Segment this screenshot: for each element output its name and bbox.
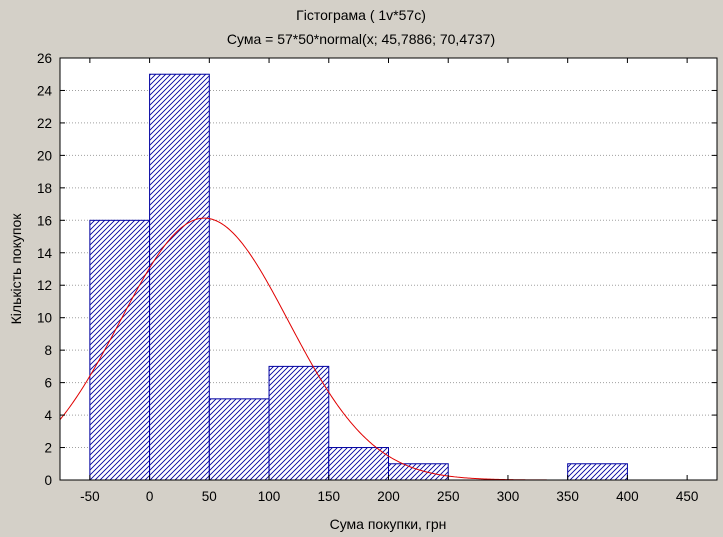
x-tick-label: 300 [497, 489, 520, 504]
y-tick-label: 8 [44, 343, 52, 358]
y-tick-label: 10 [37, 311, 52, 326]
histogram-bar [149, 73, 210, 481]
histogram-bar [567, 463, 628, 481]
normal-fit-curve [60, 217, 717, 480]
x-tick-label: 350 [556, 489, 579, 504]
histogram-bar [268, 365, 330, 481]
y-tick-label: 6 [44, 376, 52, 391]
chart-title: Гістограма ( 1v*57c) [296, 7, 426, 23]
y-tick-label: 18 [37, 181, 52, 196]
histogram-bar [328, 447, 390, 481]
y-tick-label: 26 [37, 51, 52, 66]
x-tick-label: 450 [676, 489, 699, 504]
y-tick-label: 12 [37, 278, 52, 293]
x-tick-label: 0 [146, 489, 154, 504]
y-tick-label: 4 [44, 408, 52, 423]
y-tick-label: 22 [37, 116, 52, 131]
x-tick-label: 400 [616, 489, 639, 504]
y-tick-label: 14 [37, 246, 53, 261]
y-tick-label: 0 [44, 473, 52, 488]
x-tick-label: 250 [437, 489, 460, 504]
histogram-bar [89, 219, 151, 481]
x-tick-label: 100 [258, 489, 281, 504]
x-tick-label: 150 [318, 489, 341, 504]
x-axis-ticks: -50 0 50 100 150 200 250 300 350 400 450 [80, 58, 698, 504]
y-tick-label: 20 [37, 148, 52, 163]
y-tick-label: 16 [37, 213, 52, 228]
histogram-bar [388, 463, 449, 481]
histogram-bars [89, 73, 628, 481]
x-axis-label: Сума покупки, грн [330, 516, 447, 532]
x-tick-label: 50 [202, 489, 217, 504]
y-tick-label: 2 [44, 441, 52, 456]
chart-subtitle: Сума = 57*50*normal(x; 45,7886; 70,4737) [227, 31, 495, 47]
x-tick-label: 200 [377, 489, 400, 504]
x-tick-label: -50 [80, 489, 100, 504]
histogram-bar [208, 398, 270, 481]
y-tick-label: 24 [37, 83, 53, 98]
y-axis-label: Кількість покупок [8, 213, 24, 325]
